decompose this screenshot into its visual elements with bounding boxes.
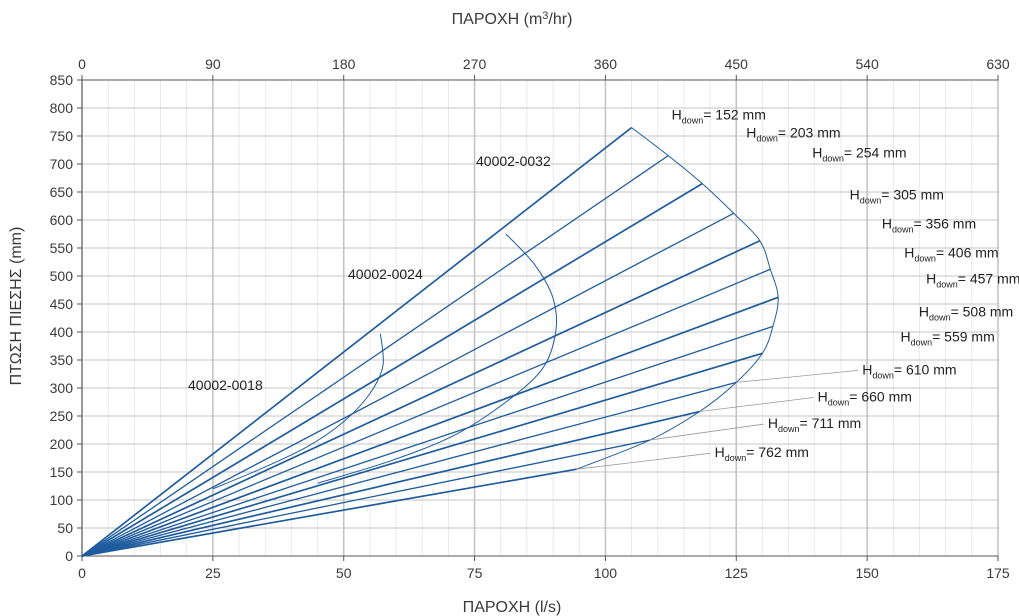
top-tick-label: 360 <box>594 56 618 72</box>
y-tick-label: 800 <box>50 100 74 116</box>
series-label: Hdown= 508 mm <box>919 303 1013 322</box>
y-tick-label: 350 <box>50 352 74 368</box>
series-line <box>81 410 700 557</box>
boundary-curve <box>317 233 558 484</box>
x-tick-label: 175 <box>986 565 1010 581</box>
y-tick-label: 150 <box>50 464 74 480</box>
y-tick-label: 700 <box>50 156 74 172</box>
series-line <box>81 239 761 557</box>
top-axis-title: ΠΑΡΟΧΗ (m3/hr) <box>452 10 573 28</box>
top-tick-label: 630 <box>986 56 1010 72</box>
series-label: Hdown= 305 mm <box>850 186 944 205</box>
x-tick-label: 100 <box>594 565 618 581</box>
boundary-label: 40002-0024 <box>348 266 423 282</box>
y-tick-label: 500 <box>50 268 74 284</box>
series-line <box>81 468 577 557</box>
series-label: Hdown= 457 mm <box>926 270 1019 289</box>
label-leader <box>699 397 814 412</box>
series-label: Hdown= 203 mm <box>746 125 840 144</box>
series-label: Hdown= 559 mm <box>900 328 994 347</box>
top-tick-label: 0 <box>78 56 86 72</box>
series-label: Hdown= 711 mm <box>768 415 861 434</box>
series-label: Hdown= 406 mm <box>904 244 998 263</box>
label-leader <box>736 370 859 383</box>
top-tick-label: 180 <box>332 56 356 72</box>
top-tick-label: 90 <box>205 56 221 72</box>
y-tick-label: 550 <box>50 240 74 256</box>
series-line <box>81 155 669 557</box>
top-axis-title-sup: 3 <box>542 10 548 22</box>
series-line <box>81 182 703 557</box>
series-line <box>81 439 651 557</box>
series-line <box>81 296 779 557</box>
x-tick-label: 150 <box>855 565 879 581</box>
series-line <box>81 381 737 557</box>
y-tick-label: 850 <box>50 72 74 88</box>
boundary-label: 40002-0018 <box>188 377 263 393</box>
series-line <box>81 126 633 557</box>
series-label: Hdown= 254 mm <box>812 145 906 164</box>
x-tick-label: 50 <box>336 565 352 581</box>
x-tick-label: 75 <box>467 565 483 581</box>
label-leader <box>576 452 711 470</box>
y-tick-label: 400 <box>50 324 74 340</box>
y-axis-title: ΠΤΩΣΗ ΠΙΕΣΗΣ (mm) <box>8 227 25 386</box>
boundary-label: 40002-0032 <box>476 153 551 169</box>
y-tick-label: 200 <box>50 436 74 452</box>
series-label: Hdown= 660 mm <box>818 389 912 408</box>
top-tick-label: 450 <box>725 56 749 72</box>
top-axis-title-pre: ΠΑΡΟΧΗ (m <box>452 11 543 28</box>
x-axis-title: ΠΑΡΟΧΗ (l/s) <box>463 599 562 616</box>
y-tick-label: 300 <box>50 380 74 396</box>
series-lines <box>81 126 779 557</box>
series-line <box>81 325 774 557</box>
y-tick-label: 50 <box>57 520 73 536</box>
x-tick-label: 25 <box>205 565 221 581</box>
boundary-curve <box>576 127 779 470</box>
y-tick-label: 450 <box>50 296 74 312</box>
x-tick-label: 0 <box>78 565 86 581</box>
y-tick-label: 250 <box>50 408 74 424</box>
x-tick-label: 125 <box>725 565 749 581</box>
y-tick-label: 0 <box>65 548 73 564</box>
boundary-curve <box>212 333 384 490</box>
top-tick-label: 270 <box>463 56 487 72</box>
series-label: Hdown= 152 mm <box>672 107 766 126</box>
y-tick-label: 600 <box>50 212 74 228</box>
top-tick-label: 540 <box>855 56 879 72</box>
series-label: Hdown= 610 mm <box>862 361 956 380</box>
series-label: Hdown= 762 mm <box>715 444 809 463</box>
series-line <box>81 268 771 557</box>
boundary-curves <box>212 127 779 490</box>
label-leader <box>649 423 764 441</box>
series-label: Hdown= 356 mm <box>882 216 976 235</box>
series-line <box>81 212 734 557</box>
series-line <box>81 352 763 557</box>
top-axis-title-post: /hr) <box>548 11 572 28</box>
y-tick-label: 650 <box>50 184 74 200</box>
axes: 0 25 50 75 100 125 150 175 0 90 180 270 360 450 540 630… <box>50 56 1010 581</box>
y-tick-label: 750 <box>50 128 74 144</box>
y-tick-label: 100 <box>50 492 74 508</box>
